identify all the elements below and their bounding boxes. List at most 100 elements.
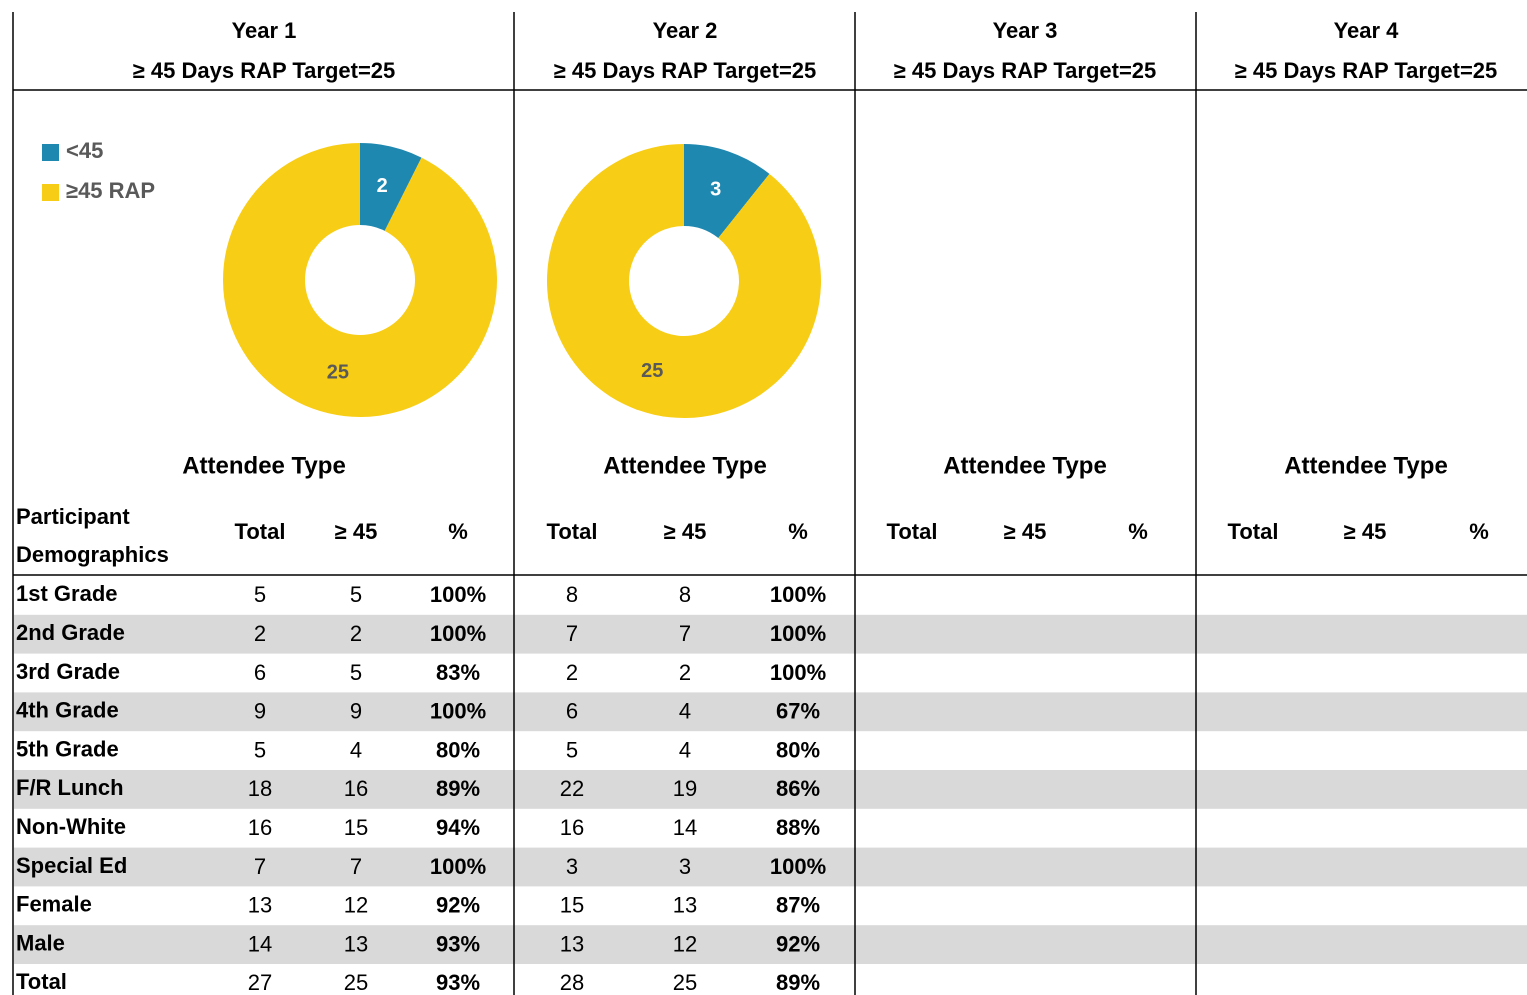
row-stripe — [14, 925, 1527, 964]
cell: 14 — [673, 815, 697, 840]
cell: 5 — [350, 660, 362, 685]
row-stripe — [14, 847, 1527, 887]
column-header: Total — [235, 519, 286, 544]
cell: 2 — [679, 660, 691, 685]
cell: 27 — [248, 970, 272, 995]
cell: 100% — [430, 854, 486, 879]
cell: 6 — [254, 660, 266, 685]
cell: 12 — [673, 931, 697, 956]
cell: 13 — [560, 931, 584, 956]
cell: 80% — [776, 737, 820, 762]
cell: 4 — [679, 737, 691, 762]
row-label: 3rd Grade — [16, 659, 120, 684]
cell: 2 — [350, 621, 362, 646]
row-label: F/R Lunch — [16, 775, 124, 800]
row-label: Female — [16, 892, 92, 917]
cell: 25 — [344, 970, 368, 995]
cell: 86% — [776, 776, 820, 801]
cell: 89% — [776, 970, 820, 995]
cell: 93% — [436, 931, 480, 956]
row-stripe — [14, 614, 1527, 654]
cell: 15 — [344, 815, 368, 840]
column-header: % — [1128, 519, 1148, 544]
row-label: 4th Grade — [16, 698, 119, 723]
cell: 4 — [350, 737, 362, 762]
cell: 25 — [673, 970, 697, 995]
cell: 12 — [344, 893, 368, 918]
legend-swatch — [42, 184, 59, 201]
donut-label: 2 — [377, 175, 388, 197]
cell: 28 — [560, 970, 584, 995]
cell: 100% — [770, 854, 826, 879]
row-header: Participant Demographics — [16, 504, 169, 567]
cell: 87% — [776, 893, 820, 918]
column-header: % — [1469, 519, 1489, 544]
year-title: Year 1 — [232, 18, 297, 43]
row-label: 1st Grade — [16, 581, 118, 606]
cell: 5 — [350, 582, 362, 607]
donut-slice — [360, 143, 422, 231]
year-subtitle: ≥ 45 Days RAP Target=25 — [133, 58, 396, 83]
cell: 4 — [679, 699, 691, 724]
cell: 80% — [436, 737, 480, 762]
cell: 16 — [560, 815, 584, 840]
row-label: Male — [16, 930, 65, 955]
cell: 83% — [436, 660, 480, 685]
cell: 3 — [679, 854, 691, 879]
cell: 7 — [350, 854, 362, 879]
cell: 5 — [566, 737, 578, 762]
cell: 100% — [430, 582, 486, 607]
column-header: Total — [1228, 519, 1279, 544]
section-title: Attendee Type — [1284, 452, 1448, 479]
column-header: % — [788, 519, 808, 544]
cell: 7 — [566, 621, 578, 646]
year-subtitle: ≥ 45 Days RAP Target=25 — [1235, 58, 1498, 83]
cell: 3 — [566, 854, 578, 879]
cell: 93% — [436, 970, 480, 995]
row-label: Non-White — [16, 814, 126, 839]
cell: 9 — [350, 699, 362, 724]
cell: 22 — [560, 776, 584, 801]
row-label: 2nd Grade — [16, 620, 125, 645]
cell: 94% — [436, 815, 480, 840]
year-title: Year 4 — [1334, 18, 1400, 43]
row-label: 5th Grade — [16, 736, 119, 761]
cell: 92% — [436, 893, 480, 918]
column-header: % — [448, 519, 468, 544]
column-header: ≥ 45 — [1004, 519, 1047, 544]
section-title: Attendee Type — [603, 452, 767, 479]
cell: 6 — [566, 699, 578, 724]
year-subtitle: ≥ 45 Days RAP Target=25 — [554, 58, 817, 83]
row-stripe — [14, 770, 1527, 809]
year-title: Year 2 — [653, 18, 718, 43]
row-stripe — [14, 692, 1527, 732]
donut-slice — [684, 144, 770, 238]
cell: 16 — [248, 815, 272, 840]
legend-swatch — [42, 144, 59, 161]
row-label: Special Ed — [16, 853, 127, 878]
cell: 5 — [254, 582, 266, 607]
section-title: Attendee Type — [182, 452, 346, 479]
year-subtitle: ≥ 45 Days RAP Target=25 — [894, 58, 1157, 83]
cell: 92% — [776, 931, 820, 956]
cell: 15 — [560, 893, 584, 918]
cell: 13 — [673, 893, 697, 918]
cell: 100% — [770, 621, 826, 646]
cell: 13 — [248, 893, 272, 918]
cell: 13 — [344, 931, 368, 956]
legend-label: <45 — [66, 138, 103, 163]
cell: 19 — [673, 776, 697, 801]
column-header: Total — [547, 519, 598, 544]
cell: 88% — [776, 815, 820, 840]
column-header: ≥ 45 — [1344, 519, 1387, 544]
cell: 100% — [430, 699, 486, 724]
cell: 5 — [254, 737, 266, 762]
cell: 7 — [679, 621, 691, 646]
cell: 2 — [254, 621, 266, 646]
donut-slice — [222, 143, 497, 417]
donut-slice — [547, 144, 821, 418]
donut-label: 25 — [641, 360, 663, 382]
column-header: ≥ 45 — [335, 519, 378, 544]
column-header: ≥ 45 — [664, 519, 707, 544]
